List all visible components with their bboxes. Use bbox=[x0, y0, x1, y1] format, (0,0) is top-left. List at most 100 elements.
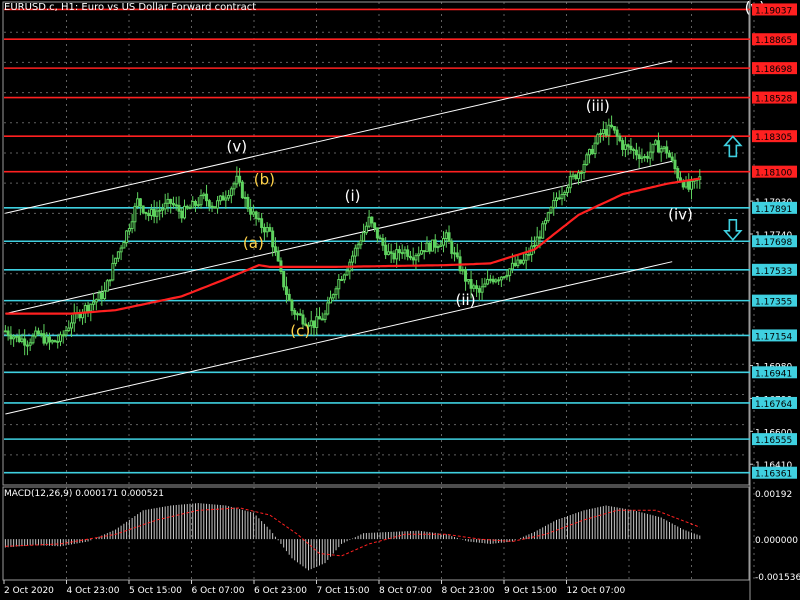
support-level-tag-bg bbox=[752, 396, 797, 409]
candle-body bbox=[430, 239, 434, 252]
candle-body bbox=[585, 154, 589, 165]
candle-body bbox=[199, 195, 203, 206]
channel-line bbox=[5, 160, 673, 315]
support-level-tag: 1.17533 bbox=[755, 267, 792, 277]
candle-body bbox=[386, 251, 390, 256]
candle-body bbox=[119, 247, 123, 253]
candle-body bbox=[295, 313, 299, 316]
candle-body bbox=[629, 145, 633, 151]
wave-label: (iii) bbox=[586, 97, 610, 115]
channel-line bbox=[5, 60, 673, 214]
candle-body bbox=[45, 336, 49, 344]
wave-label: (iv) bbox=[668, 205, 693, 223]
candle-body bbox=[224, 197, 228, 201]
candle-body bbox=[596, 133, 600, 144]
resistance-level-tag-bg bbox=[752, 130, 797, 143]
candle-body bbox=[645, 156, 649, 159]
candle-body bbox=[149, 208, 153, 217]
candle-body bbox=[464, 269, 468, 282]
candle-body bbox=[378, 237, 382, 240]
x-tick-label: 8 Oct 23:00 bbox=[442, 586, 495, 596]
candle-body bbox=[340, 279, 344, 282]
candle-body bbox=[665, 146, 669, 154]
candle-body bbox=[527, 253, 531, 256]
price-panel-frame bbox=[2, 1, 750, 486]
macd-panel-frame bbox=[2, 486, 750, 581]
candle-body bbox=[337, 279, 341, 290]
candle-body bbox=[472, 285, 476, 289]
candle-body bbox=[47, 336, 51, 343]
candle-body bbox=[483, 283, 487, 288]
candle-body bbox=[610, 124, 614, 128]
candle-body bbox=[392, 252, 396, 260]
candle-body bbox=[147, 213, 151, 217]
candle-body bbox=[648, 151, 652, 159]
candle-body bbox=[34, 330, 38, 337]
candle-body bbox=[373, 222, 377, 229]
support-level-tag-bg bbox=[752, 366, 797, 379]
candle-body bbox=[182, 205, 186, 219]
candle-body bbox=[384, 244, 388, 256]
candle-body bbox=[667, 152, 671, 158]
resistance-level-tag: 1.18305 bbox=[755, 133, 792, 143]
candle-body bbox=[579, 171, 583, 174]
candle-body bbox=[287, 293, 291, 301]
candle-body bbox=[331, 294, 335, 299]
candle-body bbox=[232, 183, 236, 190]
candle-body bbox=[524, 253, 528, 261]
candle-body bbox=[188, 207, 192, 210]
candle-body bbox=[326, 302, 330, 315]
candle-body bbox=[568, 176, 572, 189]
candle-body bbox=[320, 318, 324, 321]
candle-body bbox=[442, 238, 446, 246]
support-level-tag-bg bbox=[752, 466, 797, 479]
candle-body bbox=[158, 209, 162, 212]
candle-body bbox=[513, 262, 517, 267]
x-tick-label: 7 Oct 15:00 bbox=[317, 586, 370, 596]
macd-histogram bbox=[4, 503, 701, 571]
candle-body bbox=[94, 299, 98, 303]
macd-tick-label: -0.001536 bbox=[755, 573, 800, 583]
support-level-tag: 1.16941 bbox=[755, 369, 792, 379]
candle-body bbox=[9, 334, 13, 340]
candle-body bbox=[466, 279, 470, 282]
candle-body bbox=[436, 246, 440, 249]
candle-body bbox=[362, 232, 366, 242]
candle-body bbox=[196, 204, 200, 207]
candle-body bbox=[687, 180, 691, 190]
resistance-level-tag-bg bbox=[752, 3, 797, 16]
candle-body bbox=[152, 208, 156, 217]
candle-body bbox=[469, 279, 473, 289]
chart-title: EURUSD.c, H1: Euro vs US Dollar Forward … bbox=[4, 2, 257, 13]
candle-body bbox=[676, 168, 680, 179]
candle-body bbox=[615, 129, 619, 137]
candle-body bbox=[618, 135, 622, 142]
candle-body bbox=[249, 208, 253, 215]
candle-body bbox=[626, 144, 630, 147]
channel-line bbox=[5, 261, 673, 415]
candle-body bbox=[20, 338, 24, 342]
support-level-tag-bg bbox=[752, 294, 797, 307]
down-arrow-icon bbox=[723, 218, 743, 241]
candle-body bbox=[428, 242, 432, 252]
candle-body bbox=[243, 196, 247, 199]
candle-body bbox=[370, 216, 374, 224]
candle-body bbox=[590, 148, 594, 155]
resistance-level-tag: 1.19037 bbox=[755, 6, 792, 16]
candle-body bbox=[136, 198, 140, 207]
wave-label: (b) bbox=[254, 171, 275, 189]
candle-body bbox=[56, 340, 60, 343]
macd-signal-line bbox=[5, 507, 700, 557]
candle-body bbox=[39, 333, 43, 336]
candle-body bbox=[70, 322, 74, 329]
candle-body bbox=[50, 340, 54, 343]
candle-body bbox=[221, 195, 225, 201]
candle-body bbox=[100, 292, 104, 300]
candle-body bbox=[103, 290, 107, 300]
candle-body bbox=[510, 262, 514, 270]
candle-body bbox=[546, 212, 550, 222]
candle-body bbox=[662, 146, 666, 150]
candle-body bbox=[202, 193, 206, 197]
candle-body bbox=[654, 140, 658, 145]
